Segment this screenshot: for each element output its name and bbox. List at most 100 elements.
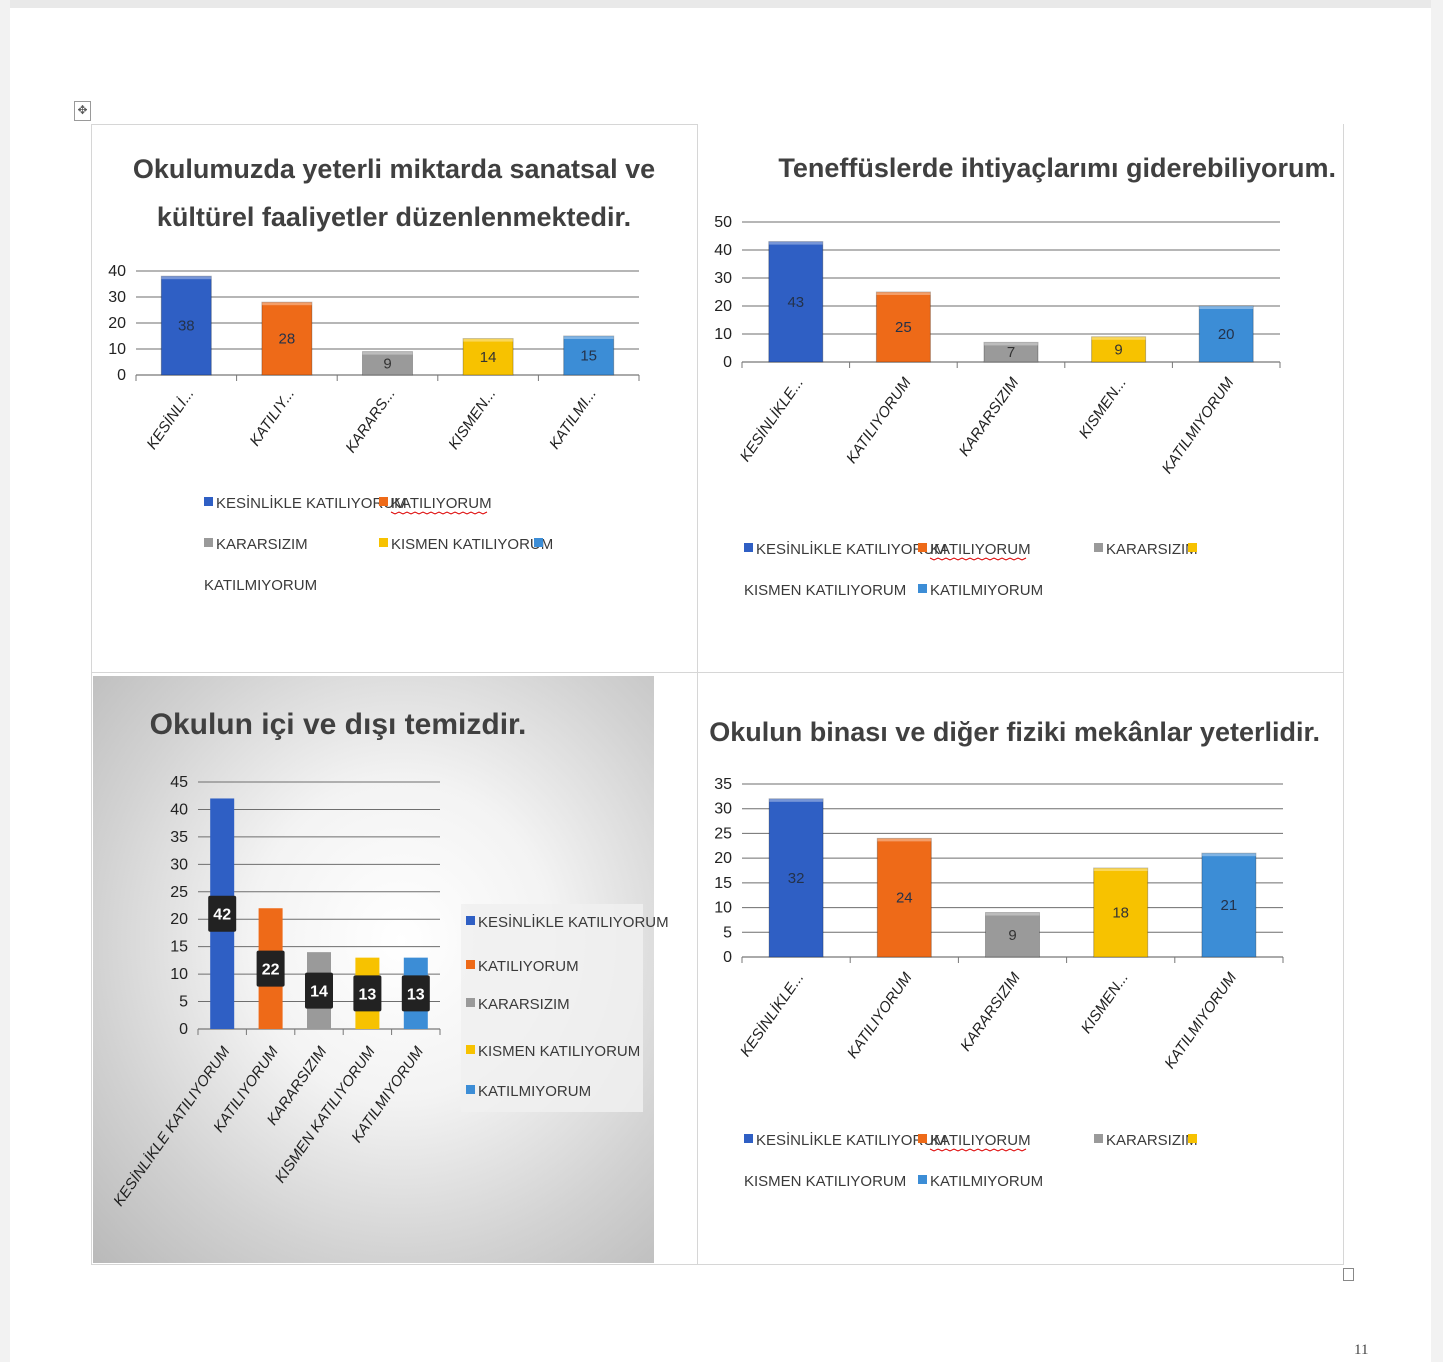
legend-swatch [466, 998, 475, 1007]
bar-highlight [985, 912, 1040, 916]
bar-highlight [768, 241, 823, 245]
y-tick-label: 10 [714, 326, 732, 343]
table-border [91, 1264, 1344, 1265]
chart-title: Okulun içi ve dışı temizdir. [150, 708, 527, 741]
x-category-label: KATILIY... [246, 386, 298, 450]
x-category-label: KISMEN... [445, 386, 499, 453]
chart-panel-3: Okulun içi ve dışı temizdir. 0 5 10 15 20 25 30… [93, 676, 669, 1263]
x-category-label: KESİNLİKLE... [737, 970, 807, 1060]
data-label: 13 [407, 986, 425, 1003]
y-tick-label: 20 [714, 298, 732, 315]
x-category-label: KATILMIYORUM [1161, 969, 1240, 1072]
data-label: 18 [1112, 905, 1129, 922]
y-tick-label: 10 [714, 900, 732, 917]
bar-highlight [769, 798, 824, 802]
x-category-label: KATILIYORUM [843, 374, 915, 467]
legend-label: KATILIYORUM [391, 495, 492, 512]
legend-label: KESİNLİKLE KATILIYORUM [478, 913, 669, 931]
bar-highlight [984, 342, 1038, 346]
x-category-label: KATILIYORUM [844, 969, 916, 1062]
y-tick-label: 20 [108, 315, 126, 332]
chart-panel-1: Okulumuzda yeterli miktarda sanatsal ve k… [92, 125, 696, 671]
bar-highlight [1093, 868, 1148, 872]
legend-swatch [466, 960, 475, 969]
y-tick-label: 25 [170, 884, 188, 901]
spellcheck-underline [929, 557, 1027, 561]
legend-swatch [918, 1134, 927, 1143]
y-tick-label: 45 [170, 774, 188, 791]
data-label: 20 [1218, 326, 1235, 343]
chart-panel-4: Okulun binası ve diğer fiziki mekânlar y… [698, 686, 1344, 1264]
bar-highlight [876, 292, 931, 295]
chart-1: Okulumuzda yeterli miktarda sanatsal ve k… [108, 154, 655, 594]
y-tick-label: 30 [714, 801, 732, 818]
y-tick-label: 10 [108, 341, 126, 358]
legend-label: KISMEN KATILIYORUM [478, 1043, 640, 1060]
legend-swatch [1188, 1134, 1197, 1143]
y-tick-label: 15 [714, 875, 732, 892]
y-tick-label: 40 [714, 242, 732, 259]
bar-highlight [877, 838, 932, 842]
data-label: 7 [1007, 344, 1015, 361]
data-label: 42 [213, 907, 231, 924]
y-tick-label: 10 [170, 966, 188, 983]
page-right-margin [1431, 0, 1443, 1362]
table-border [91, 672, 1344, 673]
chart-2: Teneffüslerde ihtiyaçlarımı giderebiliyo… [714, 153, 1336, 599]
bar [1091, 336, 1147, 363]
data-label: 9 [383, 355, 391, 372]
x-category-label: KARARS... [342, 386, 398, 457]
data-label: 32 [788, 870, 805, 887]
chart-4: Okulun binası ve diğer fiziki mekânlar y… [709, 717, 1320, 1190]
chart-3: Okulun içi ve dışı temizdir. 0 5 10 15 20 25 30… [110, 708, 668, 1209]
legend-label: KATILIYORUM [930, 541, 1031, 558]
data-label: 9 [1114, 341, 1122, 358]
bar-highlight [563, 336, 614, 339]
y-tick-label: 5 [179, 994, 188, 1011]
bar [1198, 305, 1254, 363]
y-tick-label: 35 [170, 829, 188, 846]
y-tick-label: 20 [170, 911, 188, 928]
legend-label: KARARSIZIM [1106, 1132, 1198, 1149]
x-category-label: KATILMIYORUM [1159, 374, 1238, 477]
legend-swatch [1094, 1134, 1103, 1143]
data-label-box [256, 950, 285, 987]
bar [876, 837, 932, 958]
table-resize-handle[interactable] [1343, 1268, 1354, 1281]
bar [768, 241, 824, 363]
data-label: 38 [178, 318, 195, 335]
chart-panel-2: Teneffüslerde ihtiyaçlarımı giderebiliyo… [698, 125, 1344, 671]
x-category-label: KISMEN... [1076, 375, 1130, 442]
x-category-label: KESİNLİKLE... [737, 375, 807, 465]
data-label: 22 [262, 962, 280, 979]
legend-label: KATILIYORUM [930, 1132, 1031, 1149]
data-label: 14 [480, 349, 497, 366]
legend-swatch [918, 1175, 927, 1184]
legend-swatch [466, 916, 475, 925]
legend-swatch [204, 538, 213, 547]
chart-title: Okulumuzda yeterli miktarda sanatsal ve [133, 154, 655, 184]
legend-label: KATILMIYORUM [930, 1173, 1043, 1190]
y-tick-label: 30 [108, 289, 126, 306]
legend-label: KARARSIZIM [1106, 541, 1198, 558]
x-category-label: KESİNLİ... [143, 386, 197, 453]
y-tick-label: 15 [170, 939, 188, 956]
data-label-box [208, 895, 237, 932]
data-label: 13 [359, 986, 377, 1003]
y-tick-label: 30 [714, 270, 732, 287]
y-tick-label: 50 [714, 214, 732, 231]
y-tick-label: 0 [179, 1021, 188, 1038]
page-left-margin [0, 0, 10, 1362]
legend-swatch [1094, 543, 1103, 552]
bar-highlight [261, 302, 312, 306]
y-tick-label: 0 [723, 354, 732, 371]
spellcheck-underline [390, 511, 488, 515]
x-category-label: KATILMI... [546, 386, 600, 453]
legend-swatch [918, 543, 927, 552]
legend-label: KARARSIZIM [478, 996, 570, 1013]
data-label: 9 [1008, 927, 1016, 944]
data-label-box [353, 975, 382, 1012]
legend-label: KESİNLİKLE KATILIYORUM [756, 1131, 947, 1149]
table-move-handle-icon[interactable]: ✥ [74, 101, 91, 121]
legend-swatch [379, 497, 388, 506]
